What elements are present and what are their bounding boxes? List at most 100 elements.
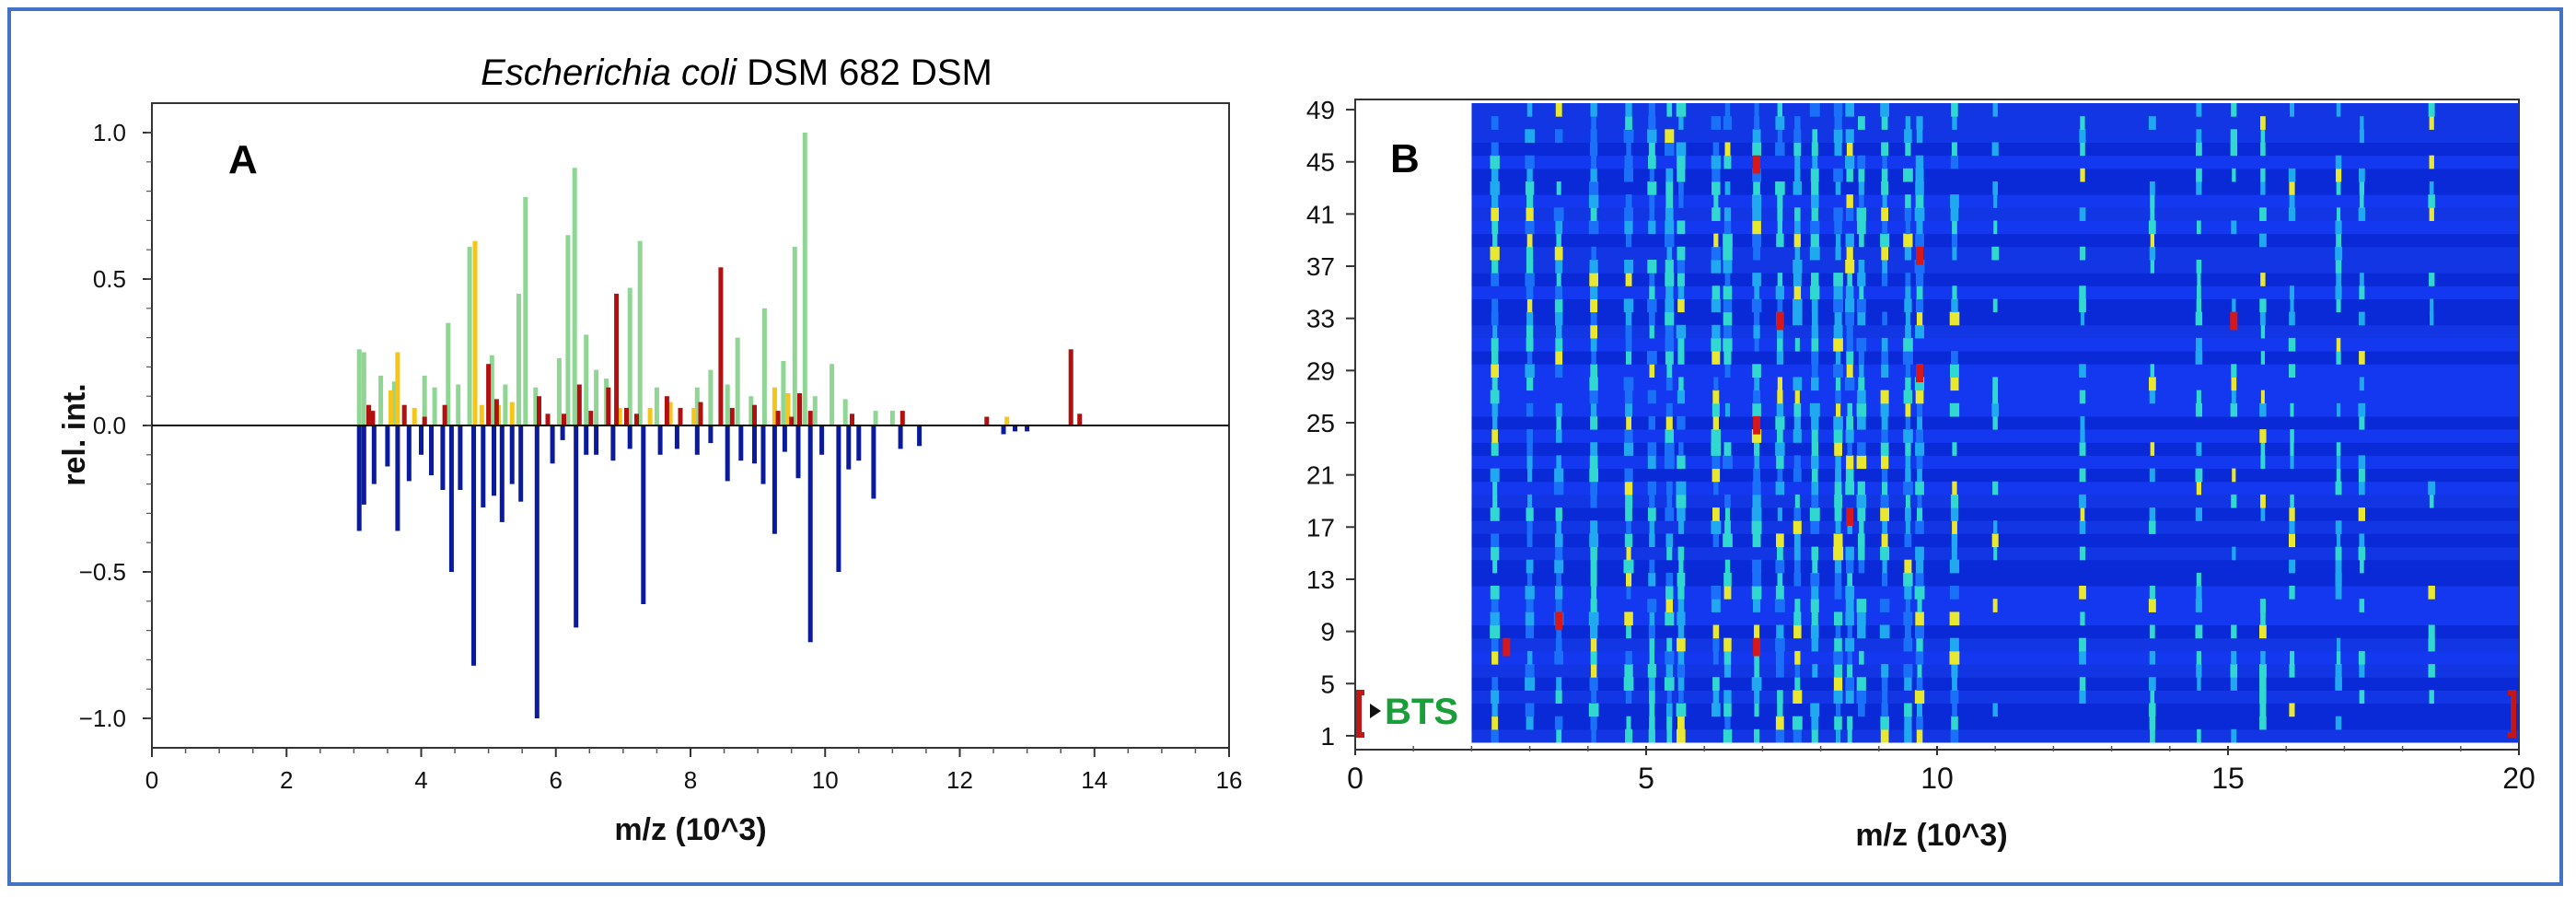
heatmap-peak-cell [1752,481,1761,495]
bar-green-22 [637,240,643,425]
heatmap-peak-cell [2359,168,2365,182]
heatmap-peak-cell [1949,311,1960,326]
bar-red-12 [606,387,611,425]
heatmap-peak-cell [1665,220,1675,235]
bar-blue-19 [560,425,565,440]
heatmap-peak-cell [1882,559,1887,574]
heatmap-peak-cell [1777,377,1782,391]
heatmap-peak-cell [1649,494,1655,508]
heatmap-peak-cell [1835,377,1841,391]
heatmap-peak-cell [1490,155,1500,169]
heatmap-peak-cell [1845,468,1854,483]
heatmap-peak-cell [1624,155,1633,169]
heatmap-peak-cell [2290,298,2294,313]
heatmap-peak-cell [1665,442,1675,456]
heatmap-peak-cell [1677,168,1686,182]
heatmap-peak-cell [1952,677,1957,691]
y-tick-label: 25 [1306,409,1335,437]
heatmap-peak-cell [2079,442,2086,456]
heatmap-peak-cell [1646,351,1657,365]
heatmap-peak-cell [1677,351,1685,365]
heatmap-peak-cell [2428,481,2436,495]
heatmap-peak-cell [2260,116,2266,130]
heatmap-peak-cell [1951,103,1958,117]
heatmap-peak-cell [1590,129,1597,143]
heatmap-peak-cell [2231,494,2237,508]
heatmap-hot-spot [1753,415,1761,435]
heatmap-peak-cell [1858,546,1865,561]
heatmap-peak-cell [1881,142,1889,157]
heatmap-peak-cell [2150,260,2154,274]
heatmap-peak-cell [1950,690,1959,704]
heatmap-peak-cell [1904,728,1912,743]
heatmap-peak-cell [2232,168,2236,182]
heatmap-peak-cell [1623,677,1634,691]
bts-bracket-right [2508,690,2516,738]
heatmap-peak-cell [1723,650,1732,665]
heatmap-peak-cell [1664,677,1675,691]
heatmap-peak-cell [1678,442,1684,456]
heatmap-peak-cell [1526,442,1533,456]
heatmap-peak-cell [2196,129,2202,143]
heatmap-peak-cell [1905,520,1910,534]
heatmap-peak-cell [2358,650,2365,665]
heatmap-peak-cell [1776,455,1784,470]
heatmap-peak-cell [2150,690,2155,704]
heatmap-peak-cell [1626,351,1632,365]
heatmap-peak-cell [1723,728,1733,743]
heatmap-peak-cell [2260,273,2266,286]
heatmap-peak-cell [1491,533,1500,548]
heatmap-peak-cell [1676,324,1687,339]
heatmap-peak-cell [1589,455,1598,470]
heatmap-peak-cell [1623,129,1634,143]
heatmap-peak-cell [2336,468,2341,483]
heatmap-peak-cell [2196,650,2201,665]
heatmap-peak-cell [1678,181,1684,195]
heatmap-peak-cell [1625,324,1632,339]
heatmap-peak-cell [1811,455,1819,470]
heatmap-peak-cell [2196,298,2201,313]
panel-a-title: Escherichia coli DSM 682 DSM [481,52,992,93]
heatmap-peak-cell [1810,599,1819,612]
heatmap-peak-cell [1811,429,1818,443]
heatmap-peak-cell [1904,624,1911,639]
bar-blue-5 [406,425,412,482]
heatmap-peak-cell [1723,298,1733,313]
heatmap-peak-cell [1752,572,1761,587]
heatmap-peak-cell [2359,664,2365,678]
heatmap-peak-cell [1665,402,1673,417]
heatmap-peak-cell [1857,390,1866,404]
heatmap-peak-cell [1992,599,1998,612]
heatmap-peak-cell [1665,586,1674,600]
heatmap-peak-cell [1905,442,1911,456]
heatmap-peak-cell [2149,390,2155,404]
heatmap-peak-cell [1526,429,1533,443]
heatmap-peak-cell [1665,260,1674,274]
heatmap-peak-cell [1723,703,1732,717]
heatmap-peak-cell [1834,507,1842,521]
heatmap-peak-cell [1836,402,1841,417]
heatmap-peak-cell [1525,586,1535,600]
heatmap-peak-cell [1526,402,1534,417]
heatmap-peak-cell [1992,103,1998,117]
heatmap-peak-cell [1526,324,1534,339]
heatmap-peak-cell [1665,233,1675,248]
heatmap-peak-cell [1949,650,1960,665]
heatmap-peak-cell [1916,311,1923,326]
heatmap-peak-cell [1845,481,1855,495]
bar-blue-22 [594,425,599,455]
bar-blue-21 [584,425,589,455]
heatmap-peak-cell [1811,442,1818,456]
heatmap-peak-cell [1649,703,1655,717]
heatmap-peak-cell [1915,390,1924,404]
heatmap-peak-cell [1793,142,1802,157]
heatmap-peak-cell [1588,703,1599,717]
bar-red-4 [442,404,447,425]
heatmap-peak-cell [2195,468,2203,483]
heatmap-peak-cell [1625,690,1632,704]
heatmap-peak-cell [1678,116,1684,130]
heatmap-peak-cell [2197,273,2201,286]
bar-blue-47 [1025,425,1030,432]
heatmap-peak-cell [1666,728,1673,743]
heatmap-peak-cell [2231,377,2237,391]
